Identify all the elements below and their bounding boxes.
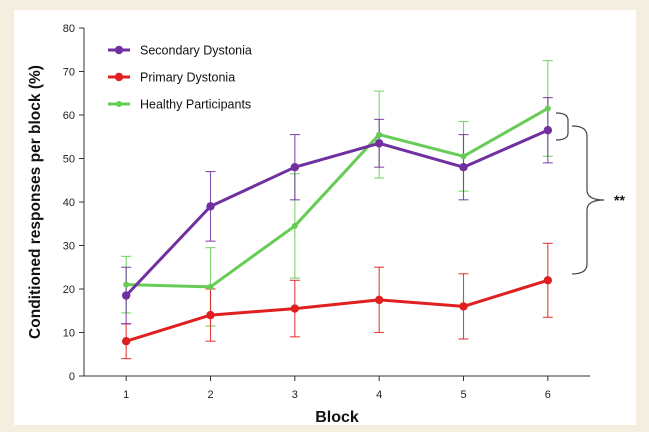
secondary-dystonia-point [206, 202, 215, 211]
secondary-dystonia-line [125, 128, 549, 297]
y-tick-label: 50 [63, 154, 75, 166]
healthy-participants-point [123, 281, 130, 288]
y-axis-title: Conditioned responses per block (%) [27, 65, 44, 339]
x-tick-label: 5 [460, 389, 466, 401]
y-tick-label: 10 [63, 328, 75, 340]
primary-dystonia-point [459, 302, 468, 311]
primary-dystonia-point [543, 276, 553, 285]
significance-bracket-small [555, 112, 569, 141]
secondary-dystonia-point [459, 163, 468, 172]
significance-label: ** [614, 192, 625, 208]
healthy-participants-point [376, 131, 383, 138]
secondary-dystonia-point [290, 163, 300, 172]
healthy-participants-point [207, 283, 214, 290]
axes: 0 10 20 30 40 50 60 70 80 1 2 3 4 5 6 [63, 23, 590, 401]
significance-brace [571, 125, 605, 275]
x-tick-label: 6 [545, 389, 551, 401]
y-tick-label: 40 [63, 197, 75, 209]
legend-label: Healthy Participants [140, 98, 251, 112]
series-lines [125, 107, 549, 343]
primary-dystonia-line [125, 278, 549, 343]
annotations: ** [555, 112, 625, 275]
y-tick-label: 70 [63, 67, 75, 79]
healthy-participants-point [291, 222, 298, 229]
healthy-participants-point [460, 153, 467, 160]
healthy-participants-line [126, 107, 549, 289]
primary-dystonia-point [290, 304, 300, 313]
secondary-dystonia-point [374, 139, 384, 148]
x-tick-label: 3 [292, 389, 298, 401]
x-tick-label: 4 [376, 389, 382, 401]
y-tick-label: 0 [69, 371, 75, 383]
legend-label: Secondary Dystonia [140, 44, 252, 58]
y-tick-label: 30 [63, 241, 75, 253]
healthy-participants-point [544, 105, 551, 112]
primary-dystonia-point [374, 295, 384, 305]
x-tick-label: 1 [123, 389, 129, 401]
x-axis-title: Block [315, 409, 359, 426]
legend-item-secondary-dystonia: Secondary Dystonia [108, 44, 252, 58]
legend: Secondary Dystonia Primary Dystonia Health… [108, 44, 252, 112]
primary-dystonia-point [206, 310, 215, 320]
legend-label: Primary Dystonia [140, 71, 235, 85]
primary-dystonia-point [121, 337, 131, 346]
series-points [121, 105, 553, 346]
x-tick-label: 2 [207, 389, 213, 401]
legend-swatch-marker [114, 45, 124, 55]
secondary-dystonia-point [543, 126, 553, 135]
y-tick-label: 20 [63, 284, 75, 296]
y-tick-label: 80 [63, 23, 75, 35]
legend-swatch-marker [116, 101, 122, 107]
y-tick-label: 60 [63, 110, 75, 122]
secondary-dystonia-point [121, 291, 131, 300]
legend-item-healthy-participants: Healthy Participants [108, 98, 251, 112]
legend-swatch-marker [114, 72, 124, 82]
legend-item-primary-dystonia: Primary Dystonia [108, 71, 235, 85]
